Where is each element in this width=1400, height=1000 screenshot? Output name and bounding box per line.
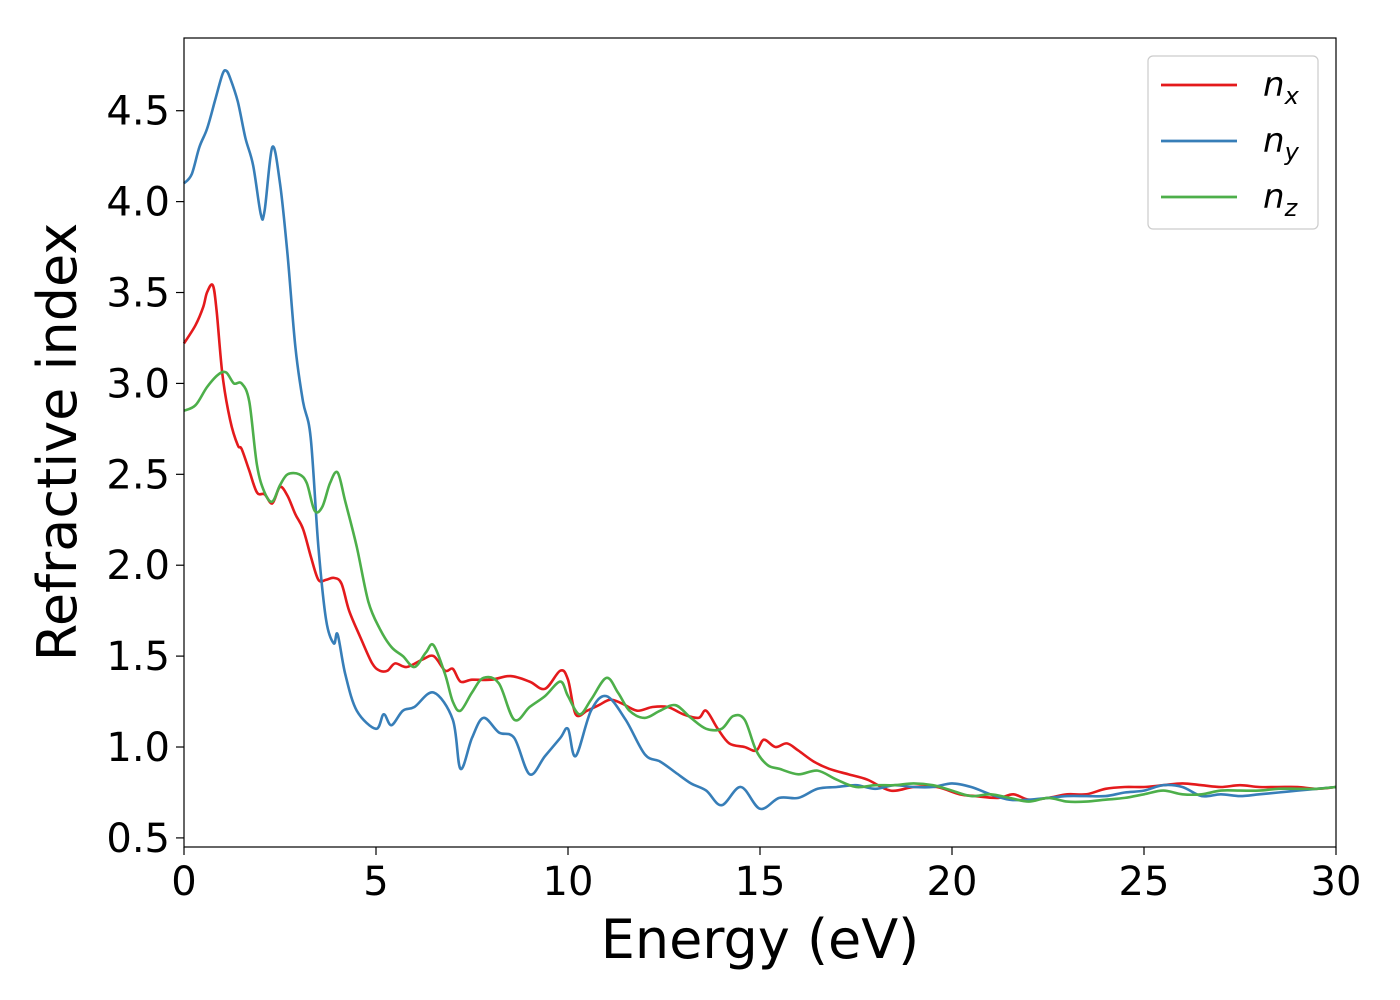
y-tick-label: 0.5 bbox=[106, 816, 170, 862]
legend-label-base: n bbox=[1263, 65, 1285, 105]
x-tick-label: 0 bbox=[171, 859, 196, 905]
y-tick-label: 4.0 bbox=[106, 180, 170, 226]
legend-label-base: n bbox=[1263, 177, 1285, 217]
legend-label-subscript: y bbox=[1284, 138, 1300, 166]
legend-label-base: n bbox=[1263, 121, 1285, 161]
y-tick-label: 3.0 bbox=[106, 361, 170, 407]
x-tick-label: 5 bbox=[363, 859, 388, 905]
legend-box bbox=[1147, 55, 1319, 230]
legend-label-subscript: x bbox=[1284, 82, 1300, 110]
y-tick-label: 3.5 bbox=[106, 271, 170, 317]
x-axis: 0 5 10 15 20 25 30 bbox=[171, 847, 1361, 905]
legend-label-z: nz bbox=[1263, 177, 1299, 222]
legend-label-subscript: z bbox=[1284, 194, 1299, 222]
x-tick-label: 10 bbox=[543, 859, 594, 905]
x-tick-label: 30 bbox=[1311, 859, 1362, 905]
x-tick-label: 25 bbox=[1119, 859, 1170, 905]
y-axis: 0.5 1.0 1.5 2.0 2.5 3.0 3.5 4.0 4.5 bbox=[106, 89, 184, 862]
y-tick-label: 1.5 bbox=[106, 634, 170, 680]
plot-background bbox=[184, 38, 1336, 847]
series-layer bbox=[182, 68, 1337, 811]
x-tick-label: 15 bbox=[735, 859, 786, 905]
series-line-y bbox=[183, 68, 1337, 811]
x-tick-label: 20 bbox=[927, 859, 978, 905]
legend-label-x: nx bbox=[1263, 65, 1300, 110]
series-line-z bbox=[183, 370, 1337, 804]
legend-label-y: ny bbox=[1263, 121, 1300, 166]
x-axis-label: Energy (eV) bbox=[601, 908, 920, 971]
y-tick-label: 1.0 bbox=[106, 725, 170, 771]
y-tick-label: 2.0 bbox=[106, 543, 170, 589]
y-tick-label: 2.5 bbox=[106, 452, 170, 498]
y-axis-label: Refractive index bbox=[26, 223, 89, 662]
y-tick-label: 4.5 bbox=[106, 89, 170, 135]
